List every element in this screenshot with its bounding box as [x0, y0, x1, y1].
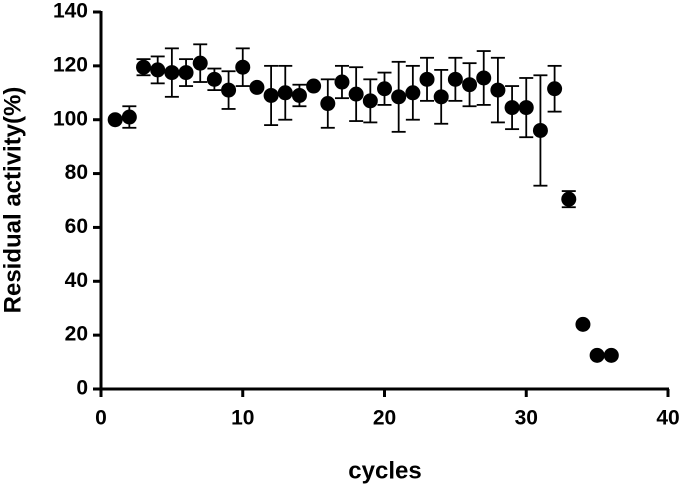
point	[277, 85, 293, 101]
point	[178, 65, 194, 81]
point	[518, 100, 534, 116]
y-tick-label: 40	[65, 269, 88, 292]
x-tick-label: 10	[231, 407, 254, 430]
point	[221, 82, 237, 98]
x-tick-label: 30	[515, 407, 538, 430]
point	[532, 122, 548, 138]
x-tick-label: 20	[373, 407, 396, 430]
point	[447, 71, 463, 87]
point	[405, 85, 421, 101]
y-tick-label: 60	[65, 215, 88, 238]
point	[192, 55, 208, 71]
point	[476, 70, 492, 86]
point	[235, 59, 251, 75]
point	[164, 65, 180, 81]
y-tick-label: 80	[65, 161, 88, 184]
x-axis-label: cycles	[348, 457, 421, 484]
point	[320, 96, 336, 112]
point	[603, 347, 619, 363]
point	[348, 86, 364, 102]
point	[362, 93, 378, 109]
point	[136, 59, 152, 75]
point	[377, 81, 392, 97]
y-tick-label: 100	[53, 107, 88, 130]
point	[419, 71, 435, 87]
point	[561, 191, 577, 207]
point	[291, 87, 307, 103]
point	[504, 100, 520, 116]
point	[490, 82, 506, 98]
point	[306, 78, 322, 94]
y-tick-label: 0	[76, 377, 88, 400]
y-axis-label: Residual activity(%)	[0, 87, 26, 314]
point	[433, 89, 449, 105]
y-tick-label: 120	[53, 53, 88, 76]
x-tick-label: 40	[656, 407, 679, 430]
point	[547, 81, 563, 97]
point	[462, 77, 478, 93]
point	[391, 89, 407, 105]
point	[206, 71, 222, 87]
point	[575, 316, 591, 332]
point	[121, 109, 137, 125]
point	[263, 87, 279, 103]
point	[334, 74, 350, 90]
y-tick-label: 20	[65, 323, 88, 346]
y-tick-label: 140	[53, 0, 88, 23]
point	[249, 79, 265, 95]
x-tick-label: 0	[95, 407, 107, 430]
point	[589, 347, 605, 363]
point	[107, 112, 123, 128]
point	[150, 62, 166, 78]
